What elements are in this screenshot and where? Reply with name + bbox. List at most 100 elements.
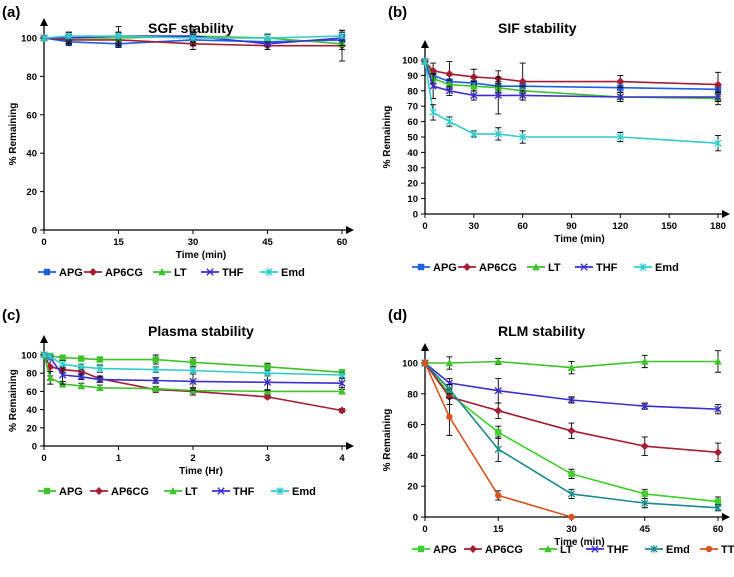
legend-label: AP6CG	[111, 486, 149, 498]
data-point	[494, 406, 503, 415]
legend-marker	[276, 487, 284, 495]
legend-marker	[217, 487, 225, 495]
panel-label: (c)	[2, 307, 20, 324]
data-point	[714, 80, 722, 89]
data-point	[641, 499, 649, 507]
y-axis-arrow	[421, 343, 429, 351]
data-point	[641, 490, 648, 498]
legend-marker	[650, 545, 658, 553]
data-point	[189, 359, 197, 366]
data-point	[58, 371, 67, 379]
legend-label: APG	[433, 262, 457, 274]
data-point	[640, 442, 649, 451]
series-line	[44, 35, 343, 45]
data-point	[518, 91, 527, 100]
data-point	[495, 492, 502, 499]
data-point	[421, 359, 429, 367]
data-point	[567, 396, 576, 404]
data-point	[46, 373, 54, 381]
y-tick-label: 20	[26, 423, 37, 434]
legend-label: LT	[560, 544, 573, 556]
legend: APG AP6CG LT THF Emd	[412, 262, 679, 274]
legend-marker	[532, 263, 540, 271]
data-point	[77, 373, 85, 381]
data-point	[519, 133, 527, 141]
data-point	[494, 130, 502, 138]
legend-label: THF	[222, 267, 244, 279]
y-tick-label: 100	[402, 359, 418, 370]
legend-marker	[417, 263, 425, 271]
data-point	[445, 359, 454, 367]
data-point	[616, 77, 625, 86]
data-point	[445, 69, 454, 78]
x-axis-arrow	[722, 210, 730, 218]
series-line	[424, 362, 719, 509]
chart-title: RLM stability	[498, 323, 585, 339]
y-tick-label: 60	[407, 420, 418, 431]
y-tick-label: 100	[21, 34, 37, 45]
x-tick-label: 180	[710, 221, 726, 232]
data-point	[264, 363, 271, 371]
data-point	[152, 356, 159, 363]
data-point	[470, 130, 478, 138]
data-point	[189, 377, 197, 386]
series-emd	[40, 351, 346, 379]
x-tick-label: 150	[661, 221, 677, 232]
x-tick-label: 60	[517, 221, 528, 232]
data-point	[445, 392, 454, 401]
data-point	[114, 32, 123, 40]
y-tick-label: 40	[26, 405, 37, 416]
data-point	[714, 139, 722, 147]
y-axis-arrow	[40, 335, 48, 343]
legend-marker	[639, 263, 647, 271]
data-point	[445, 117, 454, 126]
legend: APG AP6CG LT THF Emd TT	[412, 544, 734, 556]
data-point	[96, 364, 104, 373]
legend-marker	[206, 268, 214, 276]
legend-label: AP6CG	[105, 267, 143, 279]
y-tick-label: 90	[407, 71, 418, 82]
y-tick-label: 20	[407, 179, 418, 190]
legend-marker	[43, 487, 51, 495]
legend: APG AP6CG LT THF Emd	[38, 486, 316, 498]
chart-title: Plasma stability	[148, 323, 254, 339]
y-tick-label: 80	[407, 389, 418, 400]
legend-label: Emd	[281, 267, 305, 279]
y-tick-label: 0	[413, 513, 418, 524]
data-point	[429, 108, 437, 117]
legend-marker	[43, 268, 51, 276]
x-tick-label: 2	[190, 453, 195, 464]
legend-label: Emd	[666, 544, 690, 556]
data-point	[446, 413, 453, 421]
y-tick-label: 0	[32, 226, 37, 237]
y-tick-label: 0	[32, 442, 37, 453]
y-tick-label: 10	[407, 194, 418, 205]
series-tt	[421, 359, 575, 521]
legend-label: Emd	[655, 262, 679, 274]
legend-label: APG	[59, 267, 83, 279]
data-point	[714, 405, 722, 413]
data-point	[567, 490, 576, 498]
data-point	[263, 392, 272, 401]
series-line	[424, 362, 719, 410]
y-axis-title: % Remaining	[8, 369, 19, 432]
data-point	[40, 351, 48, 359]
y-axis-title: % Remaining	[8, 103, 19, 166]
y-tick-label: 40	[26, 149, 37, 160]
x-axis-arrow	[346, 442, 354, 450]
y-tick-label: 80	[407, 86, 418, 97]
legend-label: APG	[59, 486, 83, 498]
y-tick-label: 60	[407, 117, 418, 128]
x-tick-label: 120	[612, 221, 628, 232]
x-tick-label: 1	[116, 453, 122, 464]
data-point	[338, 406, 346, 415]
y-axis-arrow	[421, 40, 429, 48]
legend-marker	[89, 268, 97, 276]
data-point	[78, 355, 85, 362]
data-point	[263, 369, 272, 377]
data-point	[263, 34, 272, 42]
data-point	[151, 384, 160, 392]
y-axis-title: % Remaining	[382, 106, 393, 169]
legend-label: THF	[596, 262, 618, 274]
legend-marker	[158, 268, 166, 276]
